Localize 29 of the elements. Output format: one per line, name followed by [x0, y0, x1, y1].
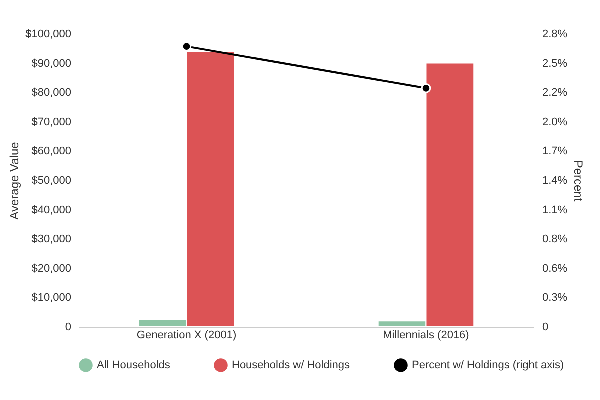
- y2-tick-label: 1.7%: [542, 146, 568, 158]
- x-tick-label: Generation X (2001): [136, 330, 237, 342]
- legend-label: All Households: [97, 359, 171, 372]
- y2-tick-label: 2.5%: [542, 58, 568, 70]
- y-tick-label: $70,000: [32, 116, 72, 128]
- y-tick-label: $50,000: [32, 175, 72, 187]
- y2-tick-label: 2.8%: [542, 28, 568, 40]
- y-tick-label: $100,000: [26, 28, 72, 40]
- y-tick-label: $30,000: [32, 234, 72, 246]
- y2-axis-title: Percent: [572, 160, 586, 202]
- y2-tick-label: 1.4%: [542, 175, 568, 187]
- y2-tick-label: 0.6%: [542, 262, 568, 275]
- y2-tick-label: 0: [542, 322, 549, 334]
- y-tick-label: $20,000: [32, 262, 72, 275]
- legend-label: Percent w/ Holdings (right axis): [412, 359, 564, 372]
- legend-label: Households w/ Holdings: [232, 359, 351, 372]
- y2-tick-label: 0.3%: [542, 292, 568, 304]
- y-tick-label: $60,000: [32, 146, 72, 158]
- y-axis-title: Average Value: [8, 142, 22, 220]
- y2-tick-label: 2.2%: [542, 87, 568, 100]
- y-tick-label: $80,000: [32, 87, 72, 100]
- y-tick-label: $10,000: [32, 292, 72, 304]
- y-tick-label: $40,000: [32, 204, 72, 216]
- x-tick-label: Millennials (2016): [383, 330, 470, 342]
- y-tick-label: $90,000: [32, 58, 72, 70]
- y-tick-label: 0: [65, 322, 72, 334]
- y2-tick-label: 1.1%: [542, 204, 568, 216]
- y2-tick-label: 2.0%: [542, 116, 568, 128]
- y2-tick-label: 0.8%: [542, 234, 568, 246]
